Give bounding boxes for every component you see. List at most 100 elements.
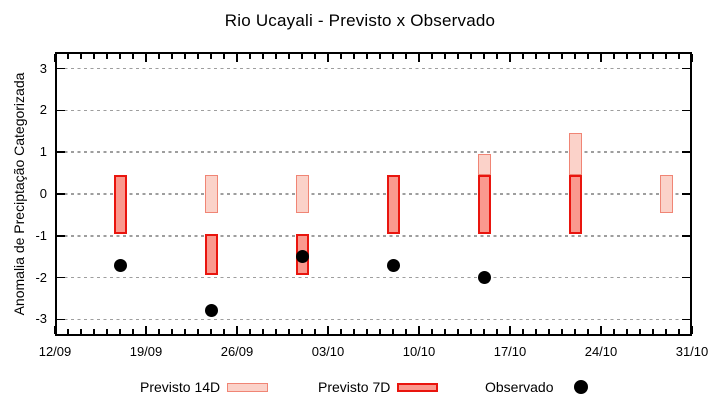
x-tick bbox=[119, 329, 121, 334]
x-tick bbox=[561, 329, 563, 334]
x-tick bbox=[691, 326, 693, 334]
x-tick bbox=[327, 326, 329, 334]
x-tick bbox=[210, 329, 212, 334]
x-tick bbox=[132, 329, 134, 334]
x-tick bbox=[496, 329, 498, 334]
x-tick bbox=[392, 54, 394, 59]
x-tick bbox=[509, 54, 511, 62]
y-tick-label: 0 bbox=[39, 186, 47, 201]
x-tick bbox=[457, 54, 459, 59]
x-tick bbox=[652, 54, 654, 59]
x-tick bbox=[249, 329, 251, 334]
y-tick bbox=[57, 109, 65, 112]
x-tick bbox=[184, 329, 186, 334]
x-tick bbox=[262, 54, 264, 59]
x-tick bbox=[470, 54, 472, 59]
x-tick bbox=[106, 54, 108, 59]
x-tick bbox=[522, 54, 524, 59]
previsto-14d-bar bbox=[568, 133, 582, 176]
x-tick-label: 12/09 bbox=[38, 344, 72, 359]
x-tick bbox=[275, 329, 277, 334]
x-tick bbox=[67, 54, 69, 59]
previsto-7d-bar bbox=[568, 175, 582, 234]
x-tick bbox=[275, 54, 277, 59]
x-tick bbox=[626, 54, 628, 59]
x-tick bbox=[93, 54, 95, 59]
y-tick bbox=[682, 193, 690, 195]
x-tick bbox=[483, 54, 485, 59]
x-tick bbox=[314, 329, 316, 334]
x-tick bbox=[93, 329, 95, 334]
previsto-14d-bar bbox=[204, 175, 218, 213]
x-tick bbox=[470, 329, 472, 334]
x-tick bbox=[561, 54, 563, 59]
legend-item-observado: Observado bbox=[485, 377, 601, 397]
plot-frame bbox=[55, 52, 692, 336]
x-tick bbox=[535, 54, 537, 59]
previsto-14d-bar bbox=[659, 175, 673, 213]
x-tick bbox=[418, 326, 420, 334]
x-tick bbox=[158, 54, 160, 59]
x-tick bbox=[574, 54, 576, 59]
chart-title: Rio Ucayali - Previsto x Observado bbox=[224, 11, 496, 30]
x-tick bbox=[314, 54, 316, 59]
legend-item-previsto-14d: Previsto 14D bbox=[140, 377, 269, 397]
y-tick-label: -2 bbox=[35, 269, 47, 285]
x-tick bbox=[145, 54, 147, 62]
y-tick bbox=[57, 67, 65, 70]
observado-point bbox=[477, 271, 491, 285]
x-tick bbox=[405, 329, 407, 334]
x-tick-label: 10/10 bbox=[402, 344, 436, 359]
x-tick bbox=[210, 54, 212, 59]
observado-dot-sample bbox=[560, 380, 601, 394]
legend-item-previsto-7d: Previsto 7D bbox=[318, 377, 439, 397]
x-tick bbox=[548, 329, 550, 334]
x-tick bbox=[535, 329, 537, 334]
previsto-7d-bar bbox=[204, 233, 218, 276]
x-tick bbox=[613, 329, 615, 334]
x-tick bbox=[444, 54, 446, 59]
y-tick bbox=[57, 276, 65, 279]
x-tick bbox=[626, 329, 628, 334]
x-tick bbox=[678, 329, 680, 334]
x-tick bbox=[639, 329, 641, 334]
x-tick bbox=[223, 54, 225, 59]
x-tick bbox=[600, 54, 602, 62]
x-tick bbox=[457, 329, 459, 334]
x-tick bbox=[587, 329, 589, 334]
y-tick bbox=[682, 109, 690, 112]
x-tick bbox=[171, 329, 173, 334]
previsto-7d-bar bbox=[113, 175, 127, 234]
x-tick bbox=[340, 54, 342, 59]
y-tick bbox=[57, 318, 65, 321]
y-tick bbox=[682, 67, 690, 70]
x-tick-label: 03/10 bbox=[311, 344, 345, 359]
x-tick bbox=[353, 329, 355, 334]
x-tick bbox=[288, 54, 290, 59]
x-tick bbox=[665, 54, 667, 59]
legend-label-previsto-7d: Previsto 7D bbox=[318, 379, 391, 395]
x-tick bbox=[639, 54, 641, 59]
previsto-14d-swatch bbox=[227, 380, 269, 394]
y-tick-label: 3 bbox=[39, 60, 47, 76]
x-tick bbox=[197, 54, 199, 59]
x-tick-label: 19/09 bbox=[129, 344, 163, 359]
x-tick bbox=[145, 326, 147, 334]
x-tick bbox=[522, 329, 524, 334]
previsto-14d-bar bbox=[295, 175, 309, 213]
x-tick bbox=[691, 54, 693, 62]
y-tick-label: -1 bbox=[35, 227, 47, 243]
x-tick bbox=[600, 326, 602, 334]
x-tick bbox=[301, 54, 303, 59]
x-tick bbox=[340, 329, 342, 334]
x-tick bbox=[431, 329, 433, 334]
y-tick bbox=[57, 235, 65, 237]
y-tick bbox=[682, 318, 690, 321]
x-tick bbox=[678, 54, 680, 59]
x-tick bbox=[574, 329, 576, 334]
x-tick bbox=[197, 329, 199, 334]
x-tick bbox=[353, 54, 355, 59]
y-tick bbox=[682, 276, 690, 279]
legend: Previsto 14D Previsto 7D Observado bbox=[0, 377, 720, 399]
